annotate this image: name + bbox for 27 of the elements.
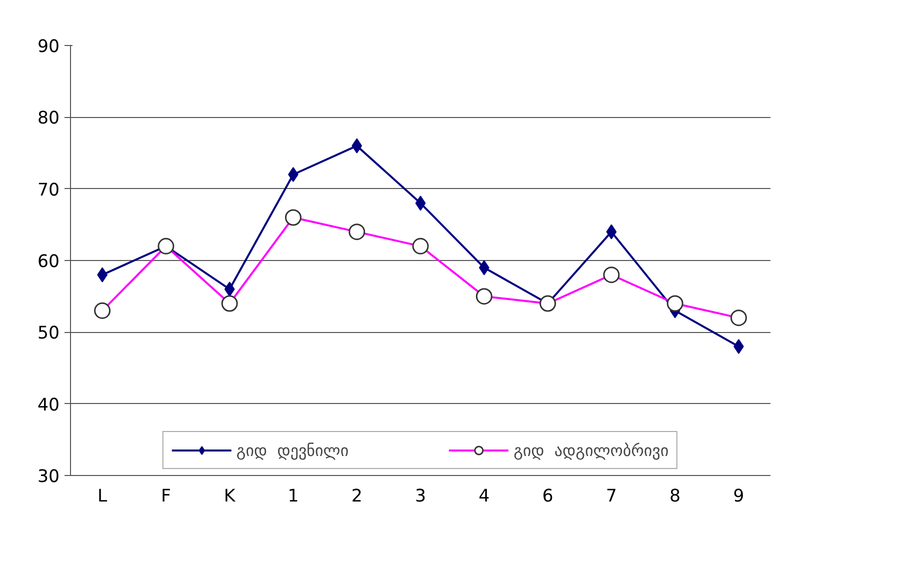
x-tick-label: 3: [414, 486, 426, 506]
point: [415, 196, 426, 211]
point: [734, 339, 744, 354]
x-tick-label: K: [224, 486, 236, 506]
x-tick-label: 2: [351, 486, 362, 506]
x-tick-label: 4: [478, 486, 490, 506]
x-tick-label: F: [160, 486, 171, 506]
point: [606, 224, 617, 240]
legend-label: გიდ დევნილი: [236, 440, 349, 460]
x-tick-label: 8: [670, 486, 681, 506]
y-tick-label: 80: [37, 108, 60, 129]
y-tick-label: 30: [37, 467, 60, 487]
x-tick-label: 1: [288, 486, 299, 506]
y-tick-label: 70: [37, 180, 60, 200]
point: [352, 138, 362, 154]
x-tick-label: L: [97, 486, 108, 506]
y-tick-label: 40: [37, 395, 60, 416]
y-tick-label: 60: [37, 252, 60, 272]
legend-label: გიდ ადგილობრივი: [514, 440, 669, 460]
point: [288, 167, 298, 182]
point: [478, 260, 490, 276]
x-tick-label: 9: [733, 486, 744, 506]
x-tick-label: 6: [542, 486, 554, 506]
y-tick-label: 90: [37, 37, 60, 57]
x-tick-label: 7: [606, 486, 617, 506]
point: [224, 282, 235, 297]
y-tick-label: 50: [37, 324, 60, 344]
